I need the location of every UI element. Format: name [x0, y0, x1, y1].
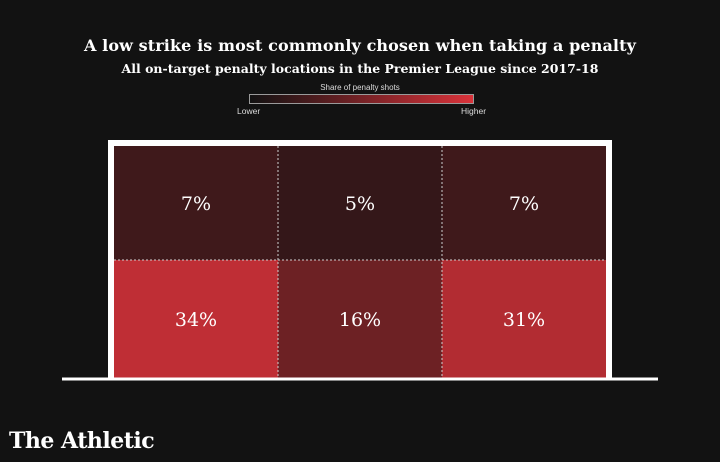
heatmap-cell-bottom-left	[114, 260, 278, 378]
goal-posts-and-crossbar	[108, 140, 612, 378]
heatmap-cell-top-right	[442, 146, 606, 260]
legend-low-label: Lower	[237, 106, 261, 116]
chart-title: A low strike is most commonly chosen whe…	[84, 36, 636, 55]
heatmap-cells	[114, 146, 606, 378]
heatmap-cell-bottom-center	[278, 260, 442, 378]
heatmap-cell-top-center	[278, 146, 442, 260]
legend-high-label: Higher	[461, 106, 487, 116]
heatmap-cell-bottom-right	[442, 260, 606, 378]
the-athletic-logo: The Athletic	[9, 428, 155, 454]
cell-label-top-right: 7%	[509, 193, 539, 215]
cell-dividers	[114, 146, 606, 378]
heatmap-cell-top-left	[114, 146, 278, 260]
legend-color-scale	[249, 94, 474, 104]
cell-label-bottom-right: 31%	[503, 309, 545, 331]
cell-label-bottom-left: 34%	[175, 309, 217, 331]
goal-frame	[62, 140, 658, 381]
chart-subtitle: All on-target penalty locations in the P…	[121, 61, 599, 76]
cell-label-top-center: 5%	[345, 193, 375, 215]
cell-labels: 7% 5% 7% 34% 16% 31%	[175, 193, 545, 331]
cell-label-bottom-center: 16%	[339, 309, 381, 331]
cell-label-top-left: 7%	[181, 193, 211, 215]
legend-title: Share of penalty shots	[320, 83, 400, 92]
